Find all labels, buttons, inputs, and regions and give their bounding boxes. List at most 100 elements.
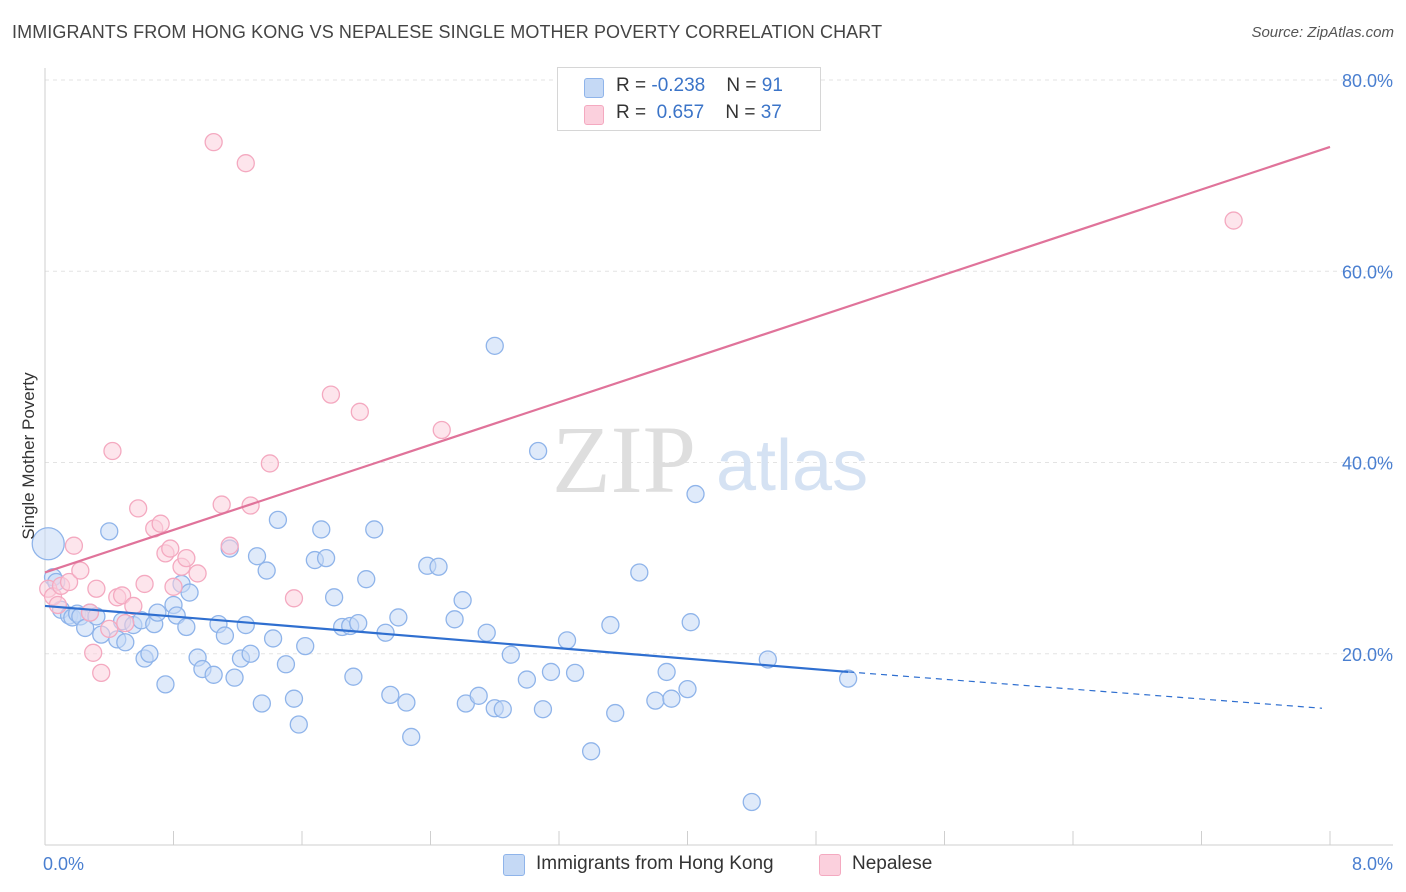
hong-kong-point xyxy=(284,689,304,708)
hong-kong-point xyxy=(100,522,119,541)
hong-kong-point xyxy=(601,615,620,635)
hong-kong-point xyxy=(493,700,512,719)
hong-kong-point xyxy=(646,691,665,710)
hong-kong-point xyxy=(477,623,496,642)
hong-kong-trend-extension xyxy=(848,671,1323,709)
nepalese-point xyxy=(59,572,79,592)
nepalese-point xyxy=(84,643,103,662)
trend-lines xyxy=(44,145,1331,709)
hong-kong-point xyxy=(381,685,400,705)
hong-kong-point xyxy=(177,617,196,637)
hong-kong-point xyxy=(204,665,223,684)
hong-kong-point xyxy=(268,510,288,530)
watermark: ZIP atlas xyxy=(552,406,868,513)
nepalese-point xyxy=(112,586,132,605)
hong-kong-point xyxy=(469,686,488,705)
nepalese-point xyxy=(161,539,180,558)
hong-kong-point xyxy=(215,626,235,645)
hong-kong-point xyxy=(357,570,376,589)
hong-kong-point xyxy=(678,679,697,699)
nepalese-point xyxy=(432,420,451,440)
hong-kong-point xyxy=(156,675,175,694)
hong-kong-point xyxy=(140,644,159,663)
hong-kong-point xyxy=(838,669,858,688)
hong-kong-points xyxy=(31,336,858,812)
nepalese-point xyxy=(321,385,341,404)
hong-kong-point xyxy=(276,655,296,674)
watermark-atlas: atlas xyxy=(716,426,868,506)
legend-r-label: R = xyxy=(616,75,652,96)
hong-kong-point xyxy=(533,700,553,719)
hong-kong-point xyxy=(148,603,167,622)
nepalese-point xyxy=(350,402,369,421)
hong-kong-point xyxy=(31,527,65,561)
stats-legend: R = -0.238 N = 91 R = 0.657 N = 37 xyxy=(557,67,821,131)
hong-kong-point xyxy=(263,629,283,648)
legend-r-value: -0.238 xyxy=(651,75,706,96)
legend-n-label: N = xyxy=(726,75,762,96)
hong-kong-point xyxy=(606,703,625,723)
hong-kong-trend-line xyxy=(44,604,849,674)
nepalese-point xyxy=(135,574,154,594)
tick-labels: 20.0% 40.0% 60.0% 80.0% 0.0% 8.0% xyxy=(43,71,1393,874)
hong-kong-point xyxy=(681,613,700,632)
nepalese-point xyxy=(103,441,122,461)
hong-kong-point xyxy=(397,693,416,712)
nepalese-point xyxy=(71,561,90,580)
x-tick-label: 0.0% xyxy=(43,854,84,874)
legend-swatch-nepalese xyxy=(584,105,604,125)
legend-n-value: 91 xyxy=(761,75,783,96)
nepalese-point xyxy=(204,133,223,152)
legend-swatch-hong-kong xyxy=(584,78,604,98)
y-tick-label: 60.0% xyxy=(1342,262,1393,282)
nepalese-point xyxy=(129,499,148,518)
nepalese-point xyxy=(87,579,106,598)
hong-kong-point xyxy=(312,520,331,539)
watermark-zip: ZIP xyxy=(552,406,696,513)
x-tick-label: 8.0% xyxy=(1352,854,1393,874)
nepalese-point xyxy=(260,454,280,473)
hong-kong-point xyxy=(296,636,315,656)
hong-kong-point xyxy=(316,548,336,568)
hong-kong-point xyxy=(657,662,676,682)
nepalese-point xyxy=(80,603,100,622)
hong-kong-point xyxy=(453,591,472,610)
legend-swatch-nepalese xyxy=(819,854,841,876)
y-tick-label: 80.0% xyxy=(1342,71,1393,91)
hong-kong-point xyxy=(742,792,761,812)
y-tick-label: 20.0% xyxy=(1342,645,1393,665)
legend-r-label: R = xyxy=(616,102,652,123)
nepalese-point xyxy=(177,548,196,568)
nepalese-point xyxy=(236,154,255,173)
nepalese-point xyxy=(92,663,111,683)
nepalese-point xyxy=(164,577,183,596)
nepalese-point xyxy=(1224,211,1243,230)
legend-n-value: 37 xyxy=(760,102,782,123)
hong-kong-point xyxy=(630,563,649,582)
y-tick-label: 40.0% xyxy=(1342,454,1393,474)
hong-kong-point xyxy=(485,336,504,355)
hong-kong-point xyxy=(445,610,464,629)
hong-kong-point xyxy=(225,668,244,687)
legend-swatch-hong-kong xyxy=(503,854,525,876)
hong-kong-point xyxy=(116,633,135,652)
nepalese-point xyxy=(48,595,67,615)
nepalese-point xyxy=(220,536,239,555)
hong-kong-point xyxy=(557,631,577,650)
nepalese-point xyxy=(116,614,135,633)
hong-kong-point xyxy=(365,520,384,539)
legend-n-label: N = xyxy=(725,102,761,123)
hong-kong-point xyxy=(252,694,271,713)
hong-kong-point xyxy=(389,608,408,627)
hong-kong-point xyxy=(402,727,421,747)
hong-kong-point xyxy=(241,644,260,663)
hong-kong-point xyxy=(501,645,520,664)
nepalese-point xyxy=(188,564,207,583)
hong-kong-point xyxy=(429,557,448,576)
nepalese-point xyxy=(124,596,143,616)
nepalese-point xyxy=(284,589,304,608)
hong-kong-point xyxy=(517,670,537,689)
hong-kong-point xyxy=(236,615,255,635)
nepalese-trend-line xyxy=(44,145,1331,574)
hong-kong-point xyxy=(289,715,308,734)
